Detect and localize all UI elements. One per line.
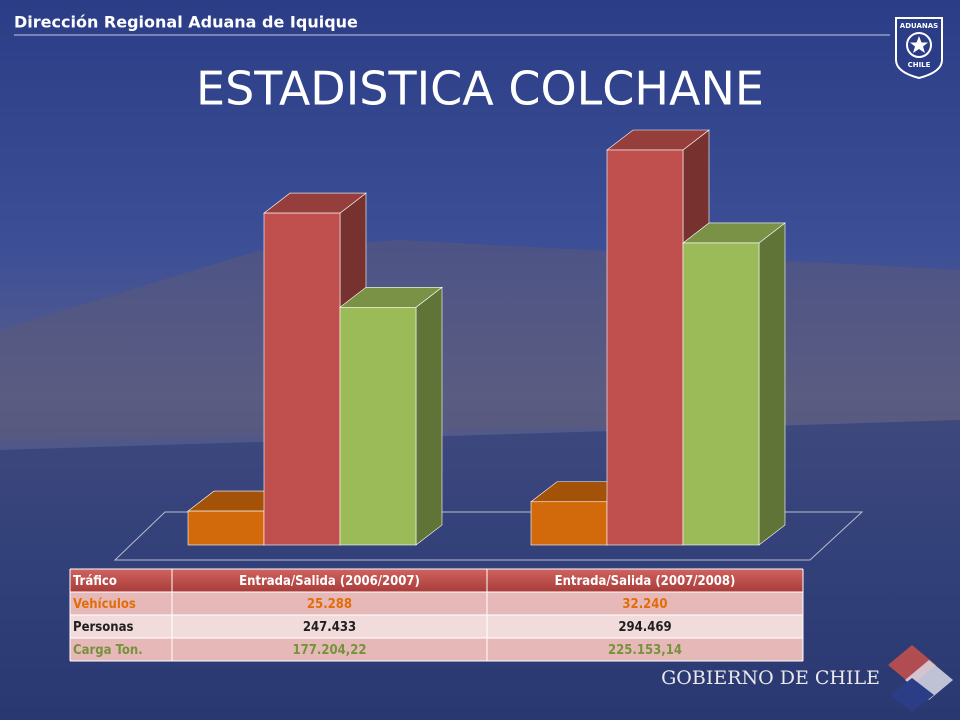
footer: GOBIERNO DE CHILE [661, 667, 880, 689]
bar-side [415, 286, 443, 546]
bars [187, 129, 786, 546]
table-cell: Entrada/Salida (2007/2008) [555, 574, 736, 589]
table-row-bg [70, 615, 803, 638]
table-cell: Vehículos [73, 597, 136, 612]
logo-star [910, 36, 928, 53]
table-cell: 247.433 [303, 620, 356, 635]
bar [187, 510, 265, 546]
bar-side [758, 222, 786, 546]
chart-title: ESTADISTICA COLCHANE [196, 62, 764, 116]
table-header-bg [70, 569, 803, 592]
table-row-bg [70, 638, 803, 661]
table-cell: 25.288 [307, 597, 352, 612]
table-cell: 294.469 [618, 620, 671, 635]
floor [113, 511, 864, 561]
table-cell: 225.153,14 [608, 643, 682, 658]
logo-shape [890, 678, 934, 712]
table-cell: Carga Ton. [73, 643, 143, 658]
table: Tráfico Entrada/Salida (2006/2007) Entrada… [69, 568, 804, 662]
table-row-bg [70, 592, 803, 615]
bar [263, 212, 341, 546]
footer-logo [888, 645, 953, 712]
table-cell: Tráfico [73, 574, 117, 589]
table-cell: 32.240 [622, 597, 667, 612]
bar [606, 149, 684, 546]
table-cell: Entrada/Salida (2006/2007) [239, 574, 420, 589]
table-cell: Personas [73, 620, 133, 635]
table-cell: 177.204,22 [293, 643, 367, 658]
bar [339, 306, 417, 546]
logo-circle [906, 32, 932, 58]
header: Dirección Regional Aduana de Iquique [14, 13, 358, 32]
logo-bottom: CHILE [908, 61, 931, 69]
logo: ADUANAS CHILE [895, 17, 943, 80]
bar [682, 242, 760, 546]
bar [530, 501, 608, 546]
logo-top: ADUANAS [900, 22, 938, 30]
